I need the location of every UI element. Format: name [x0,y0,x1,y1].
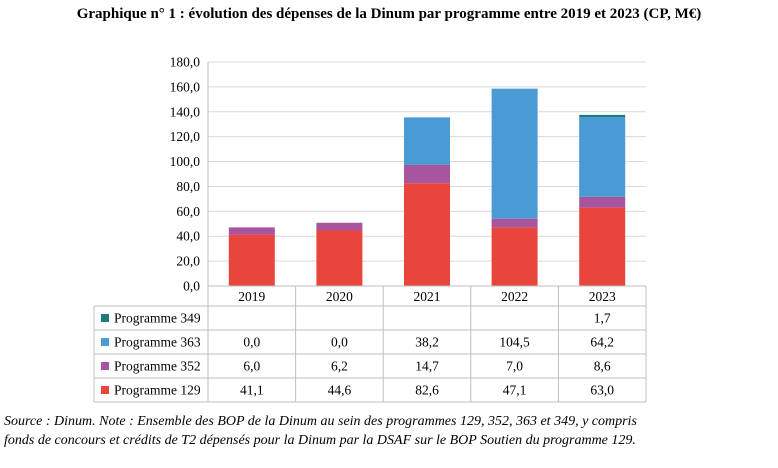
chart-title: Graphique n° 1 : évolution des dépenses … [76,6,702,22]
y-tick-label: 120,0 [170,129,201,144]
y-tick-label: 160,0 [170,79,201,94]
data-table-value: 44,6 [328,383,352,398]
bar-segment [228,234,275,286]
bar-segment [404,183,450,286]
data-table-value: 7,0 [506,359,523,374]
bar-segment [404,117,450,165]
data-table-value: 64,2 [590,335,614,350]
data-table-value: 14,7 [415,359,439,374]
y-tick-label: 140,0 [170,104,201,119]
x-tick-label: 2020 [326,289,353,304]
data-table-value: 6,2 [331,359,348,374]
x-tick-label: 2019 [238,289,265,304]
data-table-value: 6,0 [243,359,260,374]
legend-swatch [101,362,109,370]
data-table-value: 8,6 [594,359,611,374]
y-tick-label: 0,0 [183,279,200,294]
legend-label: Programme 363 [114,335,201,350]
data-table-value: 63,0 [590,383,614,398]
bar-segment [579,117,626,197]
y-tick-label: 180,0 [170,55,201,70]
data-table-value: 0,0 [243,335,260,350]
legend-label: Programme 129 [114,383,201,398]
data-table-value: 104,5 [499,335,530,350]
y-tick-label: 20,0 [176,254,200,269]
data-table-value: 47,1 [503,383,527,398]
y-tick-label: 40,0 [176,229,200,244]
data-table-value: 1,7 [594,311,611,326]
bar-segment [491,218,538,228]
bar-segment [316,230,363,286]
data-table-value: 38,2 [415,335,439,350]
data-table-value: 82,6 [415,383,439,398]
x-tick-label: 2022 [501,289,528,304]
source-line-1: Source : Dinum. Note : Ensemble des BOP … [4,414,637,429]
legend-swatch [101,314,109,322]
legend-label: Programme 349 [114,311,201,326]
bar-segment [579,207,626,286]
source-note: Source : Dinum. Note : Ensemble des BOP … [4,412,776,450]
bar-segment [316,222,363,231]
source-line-2: fonds de concours et crédits de T2 dépen… [4,433,636,448]
stacked-bar-chart: 0,0 20,0 40,0 60,0 80,0 100,0 120,0 140,0 160,0 1… [93,55,647,403]
bar-segment [491,88,538,219]
data-table-value: 41,1 [240,383,264,398]
y-tick-label: 80,0 [176,179,200,194]
bar-segment [579,114,626,118]
x-tick-label: 2023 [589,289,616,304]
bar-segment [404,164,450,184]
y-tick-label: 60,0 [176,204,200,219]
bar-segment [491,227,538,286]
legend-label: Programme 352 [114,359,201,374]
legend-swatch [101,386,109,394]
y-tick-label: 100,0 [170,154,201,169]
bar-segment [228,227,275,235]
bar-segment [579,196,626,208]
legend-swatch [101,338,109,346]
data-table-value: 0,0 [331,335,348,350]
x-tick-label: 2021 [414,289,441,304]
